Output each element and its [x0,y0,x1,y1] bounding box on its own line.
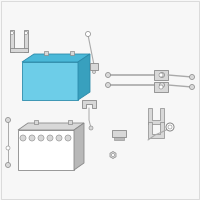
Circle shape [190,74,194,79]
Circle shape [38,135,44,141]
Polygon shape [148,122,164,138]
Polygon shape [74,123,84,170]
Circle shape [24,31,28,34]
Polygon shape [18,130,74,170]
Circle shape [56,135,62,141]
Circle shape [106,82,110,88]
Circle shape [159,85,163,89]
Circle shape [106,72,110,77]
Circle shape [6,162,10,168]
Polygon shape [24,30,28,52]
Circle shape [6,146,10,150]
Circle shape [166,123,174,131]
Polygon shape [10,48,28,52]
Polygon shape [114,137,124,140]
Polygon shape [68,120,72,124]
Circle shape [86,31,90,36]
Polygon shape [112,130,126,137]
Circle shape [6,117,10,122]
Polygon shape [44,51,48,55]
Circle shape [160,82,164,88]
Circle shape [92,71,96,73]
Polygon shape [34,120,38,124]
Circle shape [190,84,194,90]
Circle shape [10,31,14,34]
Polygon shape [22,54,90,62]
Polygon shape [70,51,74,55]
Circle shape [47,135,53,141]
Circle shape [29,135,35,141]
Polygon shape [90,63,98,70]
Polygon shape [18,123,84,130]
Polygon shape [78,54,90,100]
Polygon shape [10,30,14,52]
Circle shape [89,126,93,130]
Polygon shape [110,152,116,158]
Circle shape [65,135,71,141]
Polygon shape [154,70,168,80]
Circle shape [159,73,163,77]
Circle shape [160,72,164,77]
Polygon shape [148,108,164,124]
Circle shape [168,125,172,129]
Circle shape [112,154,114,156]
Polygon shape [154,82,168,92]
Polygon shape [22,62,78,100]
Circle shape [20,135,26,141]
Polygon shape [82,100,96,108]
